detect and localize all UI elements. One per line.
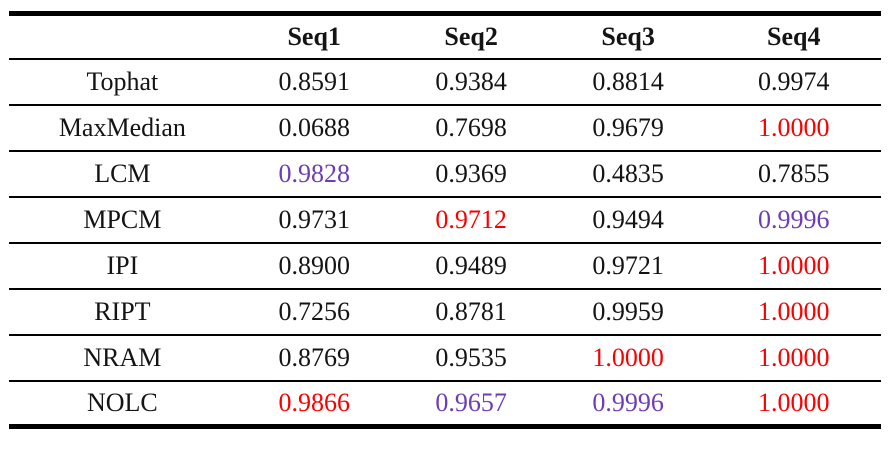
value-cell: 0.9996 (592, 387, 664, 417)
row-label: LCM (94, 158, 151, 188)
table-row: IPI 0.8900 0.9489 0.9721 1.0000 (9, 243, 881, 289)
row-label: NRAM (83, 342, 162, 372)
value-cell: 0.8900 (278, 250, 350, 280)
row-label: NOLC (86, 387, 158, 417)
value-cell: 1.0000 (758, 250, 830, 280)
value-cell: 0.8591 (278, 66, 350, 96)
value-cell: 0.9828 (278, 158, 350, 188)
table-row: Tophat 0.8591 0.9384 0.8814 0.9974 (9, 59, 881, 105)
value-cell: 0.9866 (278, 387, 350, 417)
table-row: NOLC 0.9866 0.9657 0.9996 1.0000 (9, 381, 881, 427)
value-cell: 0.9721 (592, 250, 664, 280)
table-row: MaxMedian 0.0688 0.7698 0.9679 1.0000 (9, 105, 881, 151)
row-label: MaxMedian (58, 112, 186, 142)
row-label: RIPT (94, 296, 151, 326)
column-header-seq4: Seq4 (767, 21, 821, 51)
corner-cell (9, 14, 236, 59)
value-cell: 1.0000 (758, 112, 830, 142)
value-cell: 0.0688 (278, 112, 350, 142)
value-cell: 0.9712 (435, 204, 507, 234)
value-cell: 0.9535 (435, 342, 507, 372)
value-cell: 0.9679 (592, 112, 664, 142)
row-label: MPCM (83, 204, 162, 234)
column-header-seq1: Seq1 (287, 21, 341, 51)
value-cell: 0.7698 (435, 112, 507, 142)
column-header-seq3: Seq3 (601, 21, 655, 51)
value-cell: 0.9731 (278, 204, 350, 234)
value-cell: 0.8781 (435, 296, 507, 326)
value-cell: 1.0000 (758, 342, 830, 372)
value-cell: 1.0000 (758, 387, 830, 417)
header-row: Seq1 Seq2 Seq3 Seq4 (9, 14, 881, 59)
column-header-seq2: Seq2 (444, 21, 498, 51)
table-row: RIPT 0.7256 0.8781 0.9959 1.0000 (9, 289, 881, 335)
value-cell: 0.9369 (435, 158, 507, 188)
value-cell: 0.4835 (592, 158, 664, 188)
row-label: Tophat (86, 66, 159, 96)
results-table: Seq1 Seq2 Seq3 Seq4 Tophat 0.8591 0.9384 0.881… (9, 11, 881, 429)
value-cell: 0.9384 (435, 66, 507, 96)
table-row: NRAM 0.8769 0.9535 1.0000 1.0000 (9, 335, 881, 381)
value-cell: 0.8769 (278, 342, 350, 372)
table-row: MPCM 0.9731 0.9712 0.9494 0.9996 (9, 197, 881, 243)
value-cell: 1.0000 (758, 296, 830, 326)
value-cell: 0.9959 (592, 296, 664, 326)
value-cell: 0.9657 (435, 387, 507, 417)
value-cell: 0.9974 (758, 66, 830, 96)
value-cell: 0.9494 (592, 204, 664, 234)
value-cell: 0.8814 (592, 66, 664, 96)
value-cell: 0.7256 (278, 296, 350, 326)
value-cell: 0.9489 (435, 250, 507, 280)
value-cell: 0.9996 (758, 204, 830, 234)
value-cell: 0.7855 (758, 158, 830, 188)
row-label: IPI (106, 250, 139, 280)
value-cell: 1.0000 (592, 342, 664, 372)
table-row: LCM 0.9828 0.9369 0.4835 0.7855 (9, 151, 881, 197)
